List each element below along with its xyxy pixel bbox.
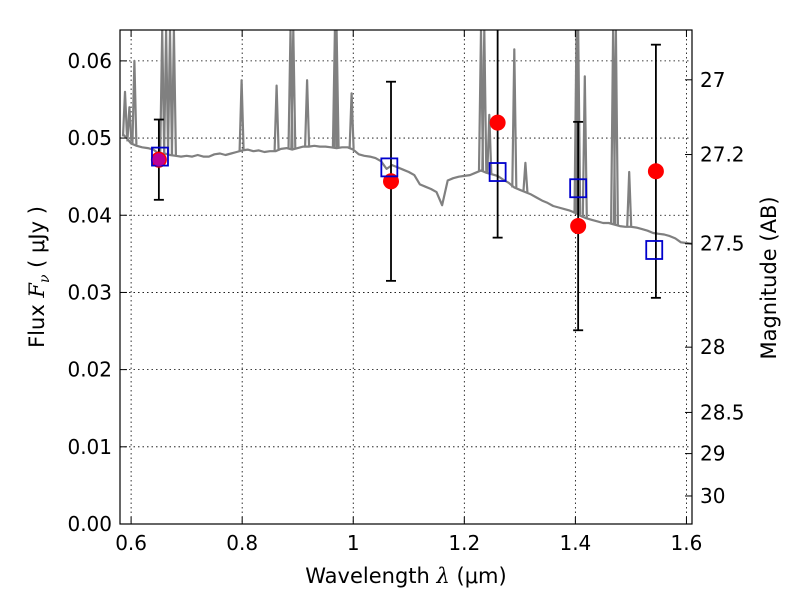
model-point: [569, 178, 588, 199]
y2-tick-label: 27: [700, 68, 725, 92]
sed-emission-spike: [486, 113, 493, 174]
sed-emission-spike: [238, 79, 245, 151]
sed-emission-spike: [612, 30, 619, 226]
sed-emission-spike: [163, 30, 170, 155]
sed-emission-spike: [121, 90, 129, 137]
sed-emission-spike: [273, 84, 280, 151]
y-tick-label: 0.02: [67, 358, 112, 382]
y-axis-label: Flux Fν ( μJy ): [25, 206, 53, 348]
sed-emission-spike: [126, 106, 133, 142]
y-tick-label: 0.06: [67, 49, 112, 73]
y2-tick-label: 29: [700, 442, 725, 466]
y-tick-label: 0.01: [67, 435, 112, 459]
model-point: [380, 157, 399, 178]
model-points: [151, 146, 664, 260]
sed-emission-spike: [348, 92, 355, 149]
x-tick-label: 1: [347, 531, 360, 555]
y-tick-label: 0.05: [67, 126, 112, 150]
y2-tick-label: 30: [700, 484, 725, 508]
sed-emission-spike: [575, 30, 582, 215]
sed-emission-lines: [121, 30, 633, 227]
x-tick-label: 1.4: [559, 531, 591, 555]
sed-emission-spike: [290, 30, 297, 150]
observed-point: [647, 163, 664, 180]
error-bars: [153, 30, 661, 332]
sed-emission-spike: [522, 161, 529, 193]
y2-tick-label: 27.5: [700, 232, 745, 256]
y2-tick-label: 28.5: [700, 400, 745, 424]
model-point: [488, 162, 507, 182]
sed-emission-spike: [304, 79, 311, 147]
observed-point: [570, 218, 587, 235]
y-tick-label: 0.00: [67, 512, 112, 536]
sed-emission-spike: [581, 75, 588, 218]
x-tick-label: 0.6: [115, 531, 147, 555]
sed-emission-spike: [511, 48, 518, 188]
y2-axis-label: Magnitude (AB): [757, 196, 781, 359]
x-axis-ticks: 0.6 0.8 1 1.2 1.4 1.6: [115, 30, 702, 555]
observed-point: [489, 114, 506, 131]
y2-axis-ticks: 27 27.2 27.5 28 28.5 29 30: [685, 68, 745, 508]
overlap-point: [152, 153, 166, 167]
sed-emission-spike: [131, 59, 138, 145]
sed-emission-spike: [481, 30, 488, 172]
sed-spectrum-line: [122, 133, 692, 245]
x-tick-label: 1.2: [448, 531, 480, 555]
sed-emission-spike: [166, 30, 174, 156]
sed-emission-spike: [159, 30, 166, 154]
sed-emission-spike: [170, 30, 177, 156]
plot-frame: [119, 29, 693, 525]
y-tick-label: 0.03: [67, 280, 112, 304]
y2-tick-label: 27.2: [700, 143, 745, 167]
grid-lines: [120, 30, 692, 524]
model-point: [645, 240, 664, 260]
y2-tick-label: 28: [700, 335, 725, 359]
x-axis-label: Wavelength λ (μm): [305, 564, 506, 588]
x-tick-label: 1.6: [671, 531, 703, 555]
sed-emission-spike: [333, 30, 340, 149]
observed-point: [383, 173, 400, 190]
y-axis-ticks: 0.00 0.01 0.02 0.03 0.04 0.05 0.06: [67, 49, 127, 536]
x-tick-label: 0.8: [226, 531, 258, 555]
plot-area: [121, 30, 692, 332]
sed-emission-spike: [626, 170, 633, 227]
y-tick-label: 0.04: [67, 203, 112, 227]
